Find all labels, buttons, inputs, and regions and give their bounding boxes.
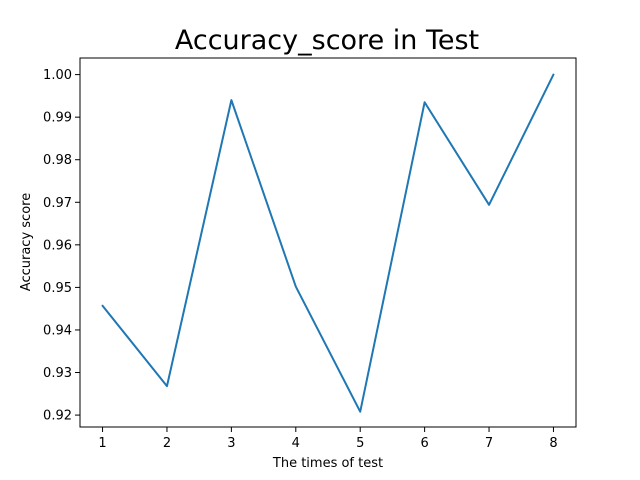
x-tick-label: 8: [549, 436, 557, 451]
x-axis: 1 2 3 4 5 6 7 8: [98, 427, 558, 451]
y-tick-label: 0.96: [43, 238, 72, 253]
series-group: [101, 73, 555, 413]
x-tick-label: 4: [292, 436, 300, 451]
x-tick-label: 3: [227, 436, 235, 451]
y-tick-label: 0.94: [43, 323, 72, 338]
x-tick-label: 5: [356, 436, 364, 451]
y-tick-label: 1.00: [43, 68, 72, 83]
y-tick-label: 0.98: [43, 153, 72, 168]
x-tick-label: 1: [98, 436, 106, 451]
y-tick-label: 0.97: [43, 196, 72, 211]
chart-title: Accuracy_score in Test: [175, 25, 479, 56]
y-tick-label: 0.95: [43, 281, 72, 296]
x-tick-label: 7: [485, 436, 493, 451]
y-tick-label: 0.92: [43, 409, 72, 424]
y-axis: 0.92 0.93 0.94 0.95 0.96 0.97 0.98 0.99 1.00: [43, 68, 80, 424]
series-line-0: [101, 73, 555, 413]
x-tick-label: 2: [163, 436, 171, 451]
y-axis-label: Accuracy score: [19, 193, 34, 291]
plot-area: [79, 57, 577, 428]
x-tick-label: 6: [420, 436, 428, 451]
y-tick-label: 0.99: [43, 111, 72, 126]
x-axis-label: The times of test: [272, 456, 383, 471]
y-tick-label: 0.93: [43, 366, 72, 381]
